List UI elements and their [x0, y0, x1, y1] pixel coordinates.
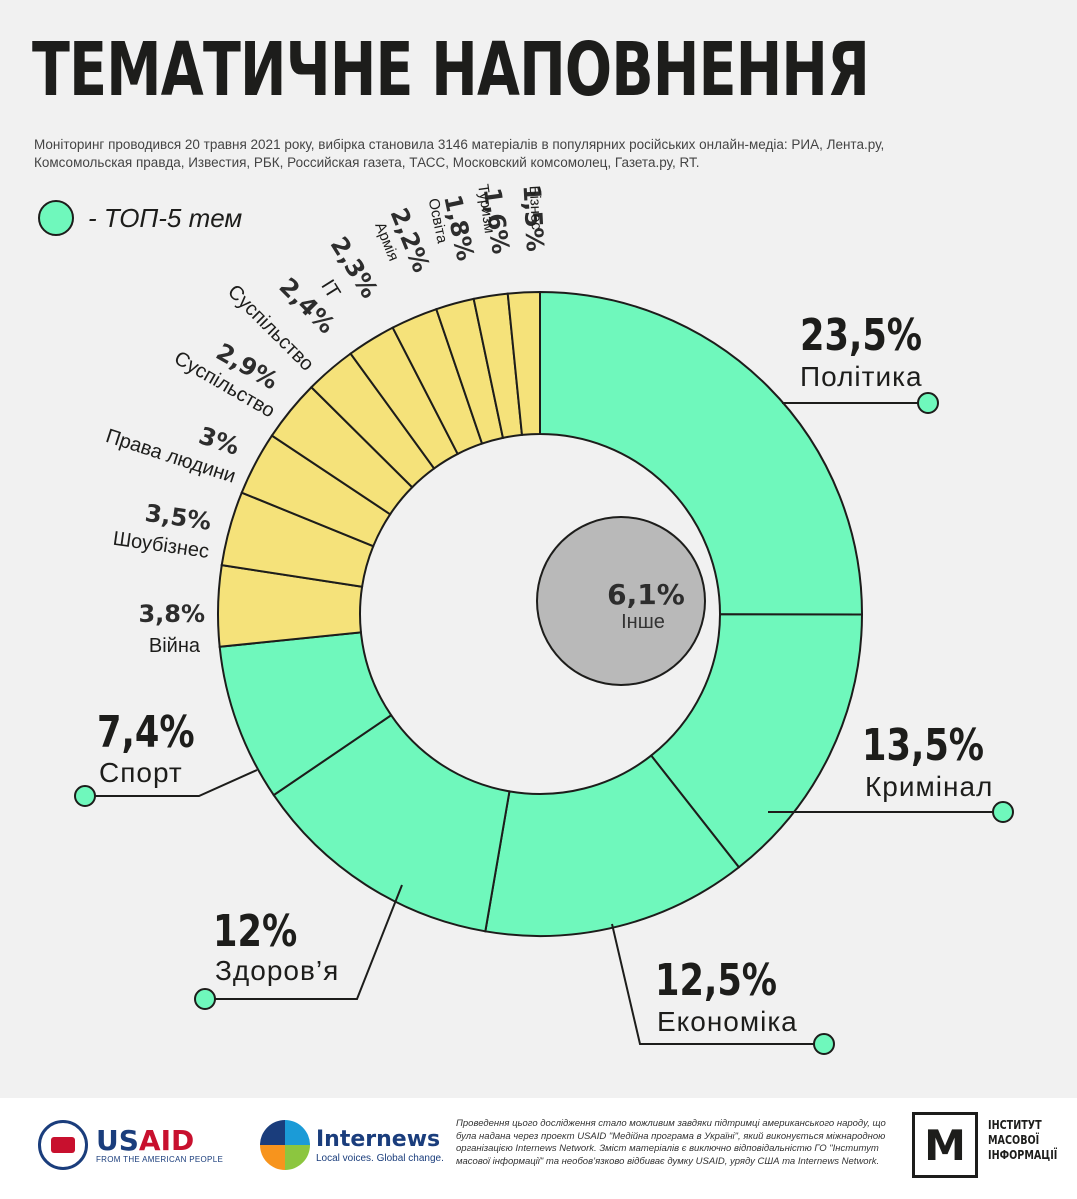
callout-dot-3 — [195, 989, 215, 1009]
slice-label-5: Війна — [149, 635, 201, 657]
internews-tagline: Local voices. Global change. — [316, 1153, 444, 1164]
callout-dot-4 — [75, 786, 95, 806]
slice-label-3: Здоров’я — [215, 955, 339, 986]
funding-disclaimer: Проведення цього дослідження стало можли… — [456, 1118, 886, 1168]
slice-value-0: 23,5% — [800, 310, 922, 361]
slice-value-1: 13,5% — [862, 720, 984, 771]
slice-value-6: 3,5% — [143, 499, 213, 536]
callout-dot-2 — [814, 1034, 834, 1054]
footer: USAID FROM THE AMERICAN PEOPLE Internews… — [0, 1098, 1077, 1199]
usaid-tagline: FROM THE AMERICAN PEOPLE — [96, 1155, 223, 1164]
usaid-seal-icon — [38, 1120, 88, 1170]
slice-value-4: 7,4% — [97, 707, 195, 758]
slice-label-4: Спорт — [99, 757, 183, 788]
center-other-label: Інше — [621, 611, 665, 633]
slice-label-1: Кримінал — [865, 771, 993, 802]
slice-label-0: Політика — [800, 361, 923, 392]
internews-emblem-icon — [260, 1120, 310, 1170]
callout-dot-1 — [993, 802, 1013, 822]
slice-value-3: 12% — [213, 906, 297, 957]
slice-value-5: 3,8% — [138, 600, 205, 628]
center-other-value: 6,1% — [607, 578, 685, 611]
internews-logo: Internews Local voices. Global change. — [260, 1120, 444, 1170]
usaid-logo: USAID FROM THE AMERICAN PEOPLE — [38, 1120, 223, 1170]
imi-logo-icon: М — [912, 1112, 978, 1178]
slice-value-2: 12,5% — [655, 955, 777, 1006]
internews-wordmark: Internews — [316, 1127, 444, 1153]
donut-chart: 6,1%Інше 23,5%Політика 13,5%Кримінал 12,5%Е… — [0, 0, 1077, 1095]
imi-wordmark: ІНСТИТУТ МАСОВОЇ ІНФОРМАЦІЇ — [988, 1118, 1052, 1163]
slice-label-14: Бізнес — [526, 185, 545, 231]
callout-dot-0 — [918, 393, 938, 413]
slice-label-2: Економіка — [657, 1006, 798, 1037]
usaid-wordmark: USAID — [96, 1127, 223, 1155]
